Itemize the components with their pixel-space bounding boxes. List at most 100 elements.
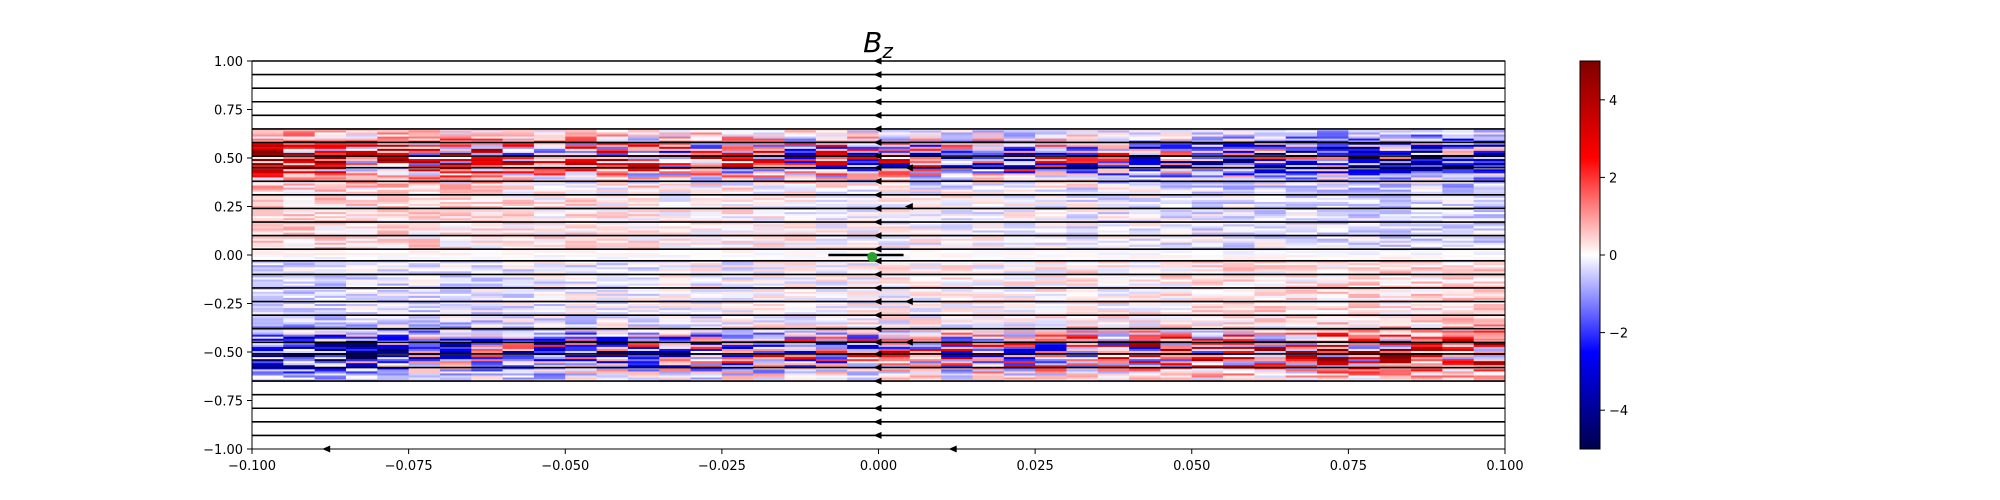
heatmap-cell xyxy=(784,257,817,260)
heatmap-cell xyxy=(283,246,316,250)
heatmap-cell xyxy=(753,348,785,352)
heatmap-cell xyxy=(1035,228,1067,231)
heatmap-cell xyxy=(283,365,316,368)
heatmap-cell xyxy=(283,132,316,135)
heatmap-cell xyxy=(596,195,629,199)
heatmap-cell xyxy=(1223,363,1255,366)
heatmap-cell xyxy=(690,289,723,293)
heatmap-cell xyxy=(1035,210,1067,213)
heatmap-cell xyxy=(878,310,911,313)
heatmap-cell xyxy=(252,306,284,309)
heatmap-cell xyxy=(690,324,723,327)
heatmap-cell xyxy=(690,250,723,254)
heatmap-cell xyxy=(565,148,597,152)
heatmap-cell xyxy=(815,277,848,280)
heatmap-cell xyxy=(1317,346,1349,350)
heatmap-cell xyxy=(1348,377,1381,380)
heatmap-cell xyxy=(1223,324,1255,327)
heatmap-cell xyxy=(1191,216,1224,219)
heatmap-cell xyxy=(972,136,1005,139)
heatmap-cell xyxy=(1003,312,1036,315)
heatmap-cell xyxy=(377,134,410,137)
heatmap-cell xyxy=(345,293,378,297)
heatmap-cell xyxy=(1411,214,1443,217)
heatmap-cell xyxy=(941,212,973,215)
heatmap-cell xyxy=(1191,293,1224,297)
heatmap-cell xyxy=(784,244,817,248)
heatmap-cell xyxy=(815,132,848,135)
heatmap-cell xyxy=(1473,175,1506,178)
heatmap-cell xyxy=(972,377,1005,380)
heatmap-cell xyxy=(878,334,911,338)
heatmap-cell xyxy=(471,136,503,139)
heatmap-cell xyxy=(659,306,691,309)
heatmap-cell xyxy=(439,318,472,321)
heatmap-cell xyxy=(252,261,284,264)
heatmap-cell xyxy=(753,369,785,372)
heatmap-cell xyxy=(1129,246,1161,250)
heatmap-cell xyxy=(314,148,347,152)
heatmap-cell xyxy=(721,240,754,244)
heatmap-cell xyxy=(878,289,911,293)
heatmap-cell xyxy=(252,212,284,215)
heatmap-cell xyxy=(1223,375,1255,378)
heatmap-cell xyxy=(345,212,378,215)
heatmap-cell xyxy=(1066,279,1099,282)
heatmap-cell xyxy=(1035,330,1067,333)
heatmap-cell xyxy=(1442,148,1475,152)
heatmap-cell xyxy=(565,277,597,280)
heatmap-cell xyxy=(1223,252,1255,256)
heatmap-cell xyxy=(659,177,691,180)
heatmap-cell xyxy=(690,214,723,217)
heatmap-cell xyxy=(1223,330,1255,333)
heatmap-cell xyxy=(565,242,597,246)
heatmap-cell xyxy=(659,291,691,295)
heatmap-cell xyxy=(1035,367,1067,370)
heatmap-cell xyxy=(909,328,942,331)
heatmap-cell xyxy=(471,277,503,280)
heatmap-cell xyxy=(1191,301,1224,305)
heatmap-cell xyxy=(1411,171,1443,174)
heatmap-cell xyxy=(1223,173,1255,176)
heatmap-cell xyxy=(345,334,378,338)
heatmap-cell xyxy=(878,257,911,260)
heatmap-cell xyxy=(439,324,472,327)
heatmap-cell xyxy=(1379,187,1412,191)
heatmap-cell xyxy=(1160,310,1193,313)
heatmap-cell xyxy=(502,277,535,280)
heatmap-cell xyxy=(1348,230,1381,233)
heatmap-cell xyxy=(596,222,629,225)
heatmap-cell xyxy=(471,195,503,199)
heatmap-cell xyxy=(972,257,1005,260)
heatmap-cell xyxy=(1003,134,1036,137)
heatmap-cell xyxy=(753,199,785,203)
heatmap-cell xyxy=(1379,357,1412,360)
heatmap-cell xyxy=(847,289,879,293)
heatmap-cell xyxy=(1191,324,1224,327)
heatmap-cell xyxy=(1411,289,1443,293)
heatmap-cell xyxy=(565,210,597,213)
heatmap-cell xyxy=(1442,197,1475,201)
heatmap-cell xyxy=(1473,363,1506,366)
heatmap-cell xyxy=(972,261,1005,264)
heatmap-cell xyxy=(1379,197,1412,201)
heatmap-cell xyxy=(439,246,472,250)
heatmap-cell xyxy=(1003,369,1036,372)
heatmap-cell xyxy=(1254,348,1287,352)
heatmap-cell xyxy=(565,218,597,221)
heatmap-cell xyxy=(471,269,503,272)
heatmap-cell xyxy=(1411,159,1443,162)
heatmap-cell xyxy=(784,203,817,207)
heatmap-cell xyxy=(659,285,691,289)
heatmap-cell xyxy=(565,171,597,174)
heatmap-cell xyxy=(1473,208,1506,211)
heatmap-cell xyxy=(1379,355,1412,358)
heatmap-cell xyxy=(596,328,629,331)
heatmap-cell xyxy=(784,163,817,166)
heatmap-cell xyxy=(565,357,597,360)
heatmap-cell xyxy=(1066,171,1099,174)
heatmap-cell xyxy=(627,201,660,205)
heatmap-cell xyxy=(847,218,879,221)
heatmap-cell xyxy=(659,216,691,219)
heatmap-cell xyxy=(565,175,597,178)
